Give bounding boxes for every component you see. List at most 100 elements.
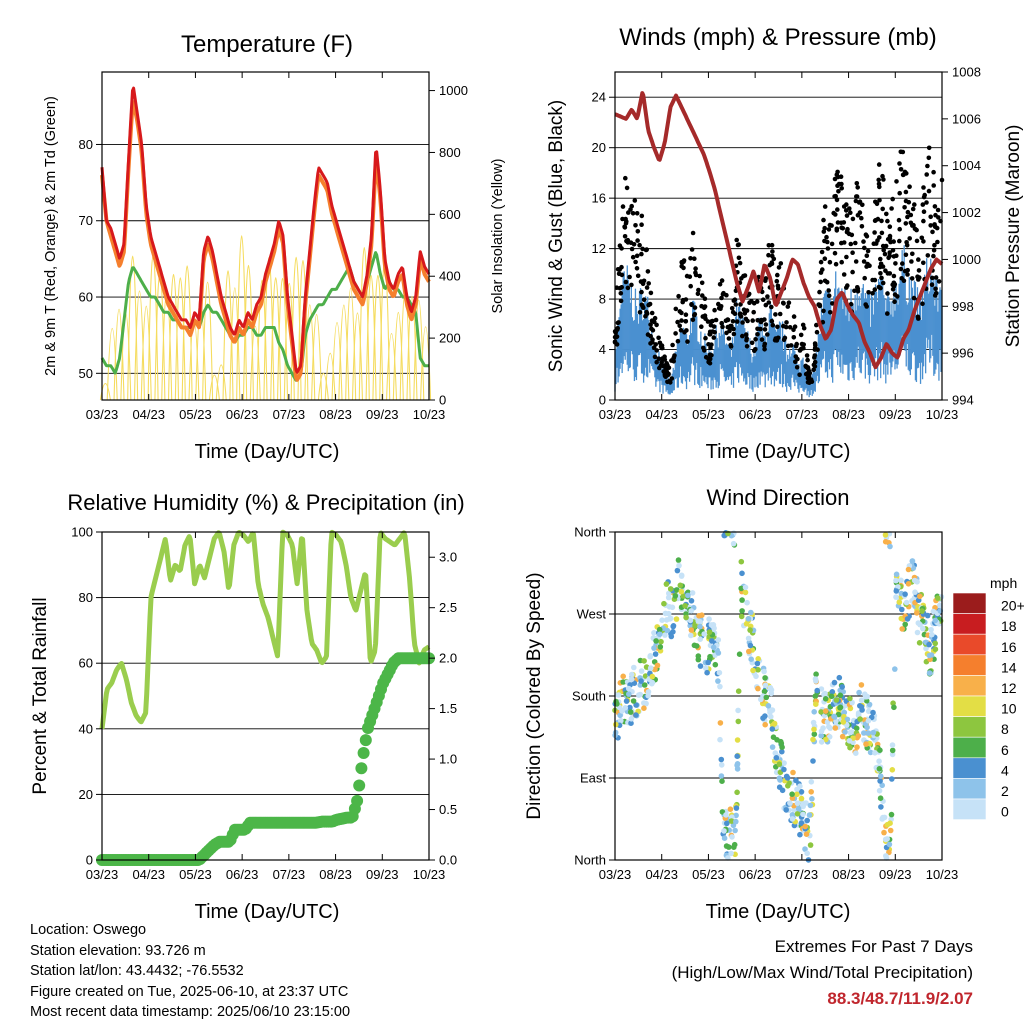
- y2-tick-label: 800: [439, 145, 461, 160]
- gust-point: [719, 320, 724, 326]
- gust-point: [815, 347, 820, 353]
- gust-point: [887, 250, 892, 255]
- temperature-panel: Temperature (F) 03/23 04/23 05/23 06/23 07/2…: [43, 31, 506, 463]
- direction-point: [813, 671, 819, 677]
- gust-point: [634, 253, 640, 259]
- gust-point: [645, 269, 651, 274]
- gust-point: [931, 169, 936, 175]
- direction-point: [745, 616, 752, 622]
- gust-point: [656, 356, 662, 362]
- gust-point: [822, 278, 828, 284]
- rh-frame: [101, 531, 430, 861]
- rh-ylabel-left: Percent & Total Rainfall: [30, 597, 51, 794]
- direction-point: [733, 805, 740, 811]
- direction-point: [818, 709, 824, 715]
- y-tick-label: 40: [79, 721, 93, 736]
- figure-created: Figure created on Tue, 2025-06-10, at 23…: [30, 983, 349, 1000]
- direction-point: [872, 750, 878, 756]
- rh-line: [99, 529, 431, 730]
- x-tick-label: 08/23: [832, 867, 865, 882]
- gust-point: [706, 342, 711, 347]
- gust-point: [880, 264, 886, 269]
- direction-point: [688, 598, 695, 604]
- gust-point: [936, 215, 941, 220]
- gust-point: [726, 336, 732, 341]
- gust-point: [762, 347, 767, 352]
- gust-point: [692, 313, 697, 318]
- gust-point: [630, 211, 636, 216]
- gust-point: [936, 279, 942, 284]
- direction-point: [794, 800, 801, 807]
- gust-point: [750, 318, 755, 323]
- direction-point: [828, 693, 835, 700]
- gust-point: [785, 343, 791, 349]
- gust-point: [820, 267, 825, 272]
- gust-point: [848, 210, 853, 215]
- gust-point: [880, 280, 886, 286]
- gust-point: [933, 286, 938, 292]
- direction-point: [641, 658, 647, 664]
- y-tick-label: 20: [79, 787, 93, 802]
- y-tick-label: 12: [592, 241, 606, 256]
- gust-point: [931, 247, 937, 253]
- y2-tick-label: 1000: [439, 83, 468, 98]
- direction-point: [769, 744, 776, 750]
- gust-point: [821, 308, 826, 314]
- gust-point: [776, 265, 782, 270]
- gust-point: [703, 335, 708, 341]
- direction-point: [811, 726, 817, 733]
- gust-point: [822, 256, 828, 262]
- gust-point: [766, 252, 771, 258]
- direction-point: [879, 782, 885, 789]
- direction-point: [893, 577, 899, 584]
- gust-point: [762, 327, 768, 332]
- direction-point: [837, 692, 844, 699]
- solar-insolation-spike: [331, 322, 343, 401]
- winds-axes: 03/23 04/23 05/23 06/23 07/23 08/23 09/23 10/23…: [592, 65, 981, 423]
- direction-point: [836, 674, 843, 681]
- colorbar-swatch: [952, 716, 987, 738]
- gust-point: [678, 328, 684, 333]
- direction-point: [615, 692, 622, 698]
- direction-point: [769, 726, 776, 732]
- gust-point: [812, 353, 818, 358]
- direction-point: [619, 708, 625, 714]
- y-tick-label: North: [574, 853, 606, 868]
- direction-point: [730, 540, 737, 547]
- direction-point: [763, 694, 770, 701]
- rh-title: Relative Humidity (%) & Precipitation (i…: [67, 490, 464, 515]
- extremes-values: 88.3/48.7/11.9/2.07: [827, 989, 973, 1008]
- direction-point: [917, 593, 923, 600]
- direction-point: [657, 644, 664, 650]
- gust-point: [754, 299, 760, 304]
- x-tick-label: 06/23: [226, 867, 259, 882]
- gust-point: [882, 251, 888, 257]
- direction-point: [715, 637, 722, 643]
- gust-point: [903, 221, 909, 226]
- direction-point: [905, 581, 912, 587]
- x-tick-label: 05/23: [692, 407, 725, 422]
- direction-point: [884, 836, 890, 842]
- direction-point: [670, 629, 676, 635]
- x-tick-label: 07/23: [786, 407, 819, 422]
- gust-point: [755, 326, 760, 332]
- x-tick-label: 05/23: [179, 407, 212, 422]
- gust-point: [647, 301, 653, 307]
- direction-point: [666, 590, 672, 597]
- station-latlon: Station lat/lon: 43.4432; -76.5532: [30, 963, 244, 979]
- gust-point: [670, 342, 675, 348]
- direction-point: [797, 831, 803, 838]
- direction-point: [676, 562, 682, 569]
- y-tick-label: South: [572, 689, 606, 704]
- direction-point: [858, 697, 865, 703]
- direction-point: [631, 664, 637, 671]
- gust-point: [916, 268, 922, 273]
- gust-point: [683, 319, 689, 324]
- solar-insolation-spike: [365, 275, 377, 401]
- gust-point: [623, 279, 629, 285]
- direction-panel: Wind Direction 03/23 04/23 05/23 06/23 07/23…: [524, 485, 1024, 923]
- gust-point: [620, 204, 626, 209]
- winds-panel: Winds (mph) & Pressure (mb) 03/23 04/23 05…: [546, 24, 1024, 463]
- gust-point: [784, 320, 789, 325]
- direction-point: [742, 584, 749, 591]
